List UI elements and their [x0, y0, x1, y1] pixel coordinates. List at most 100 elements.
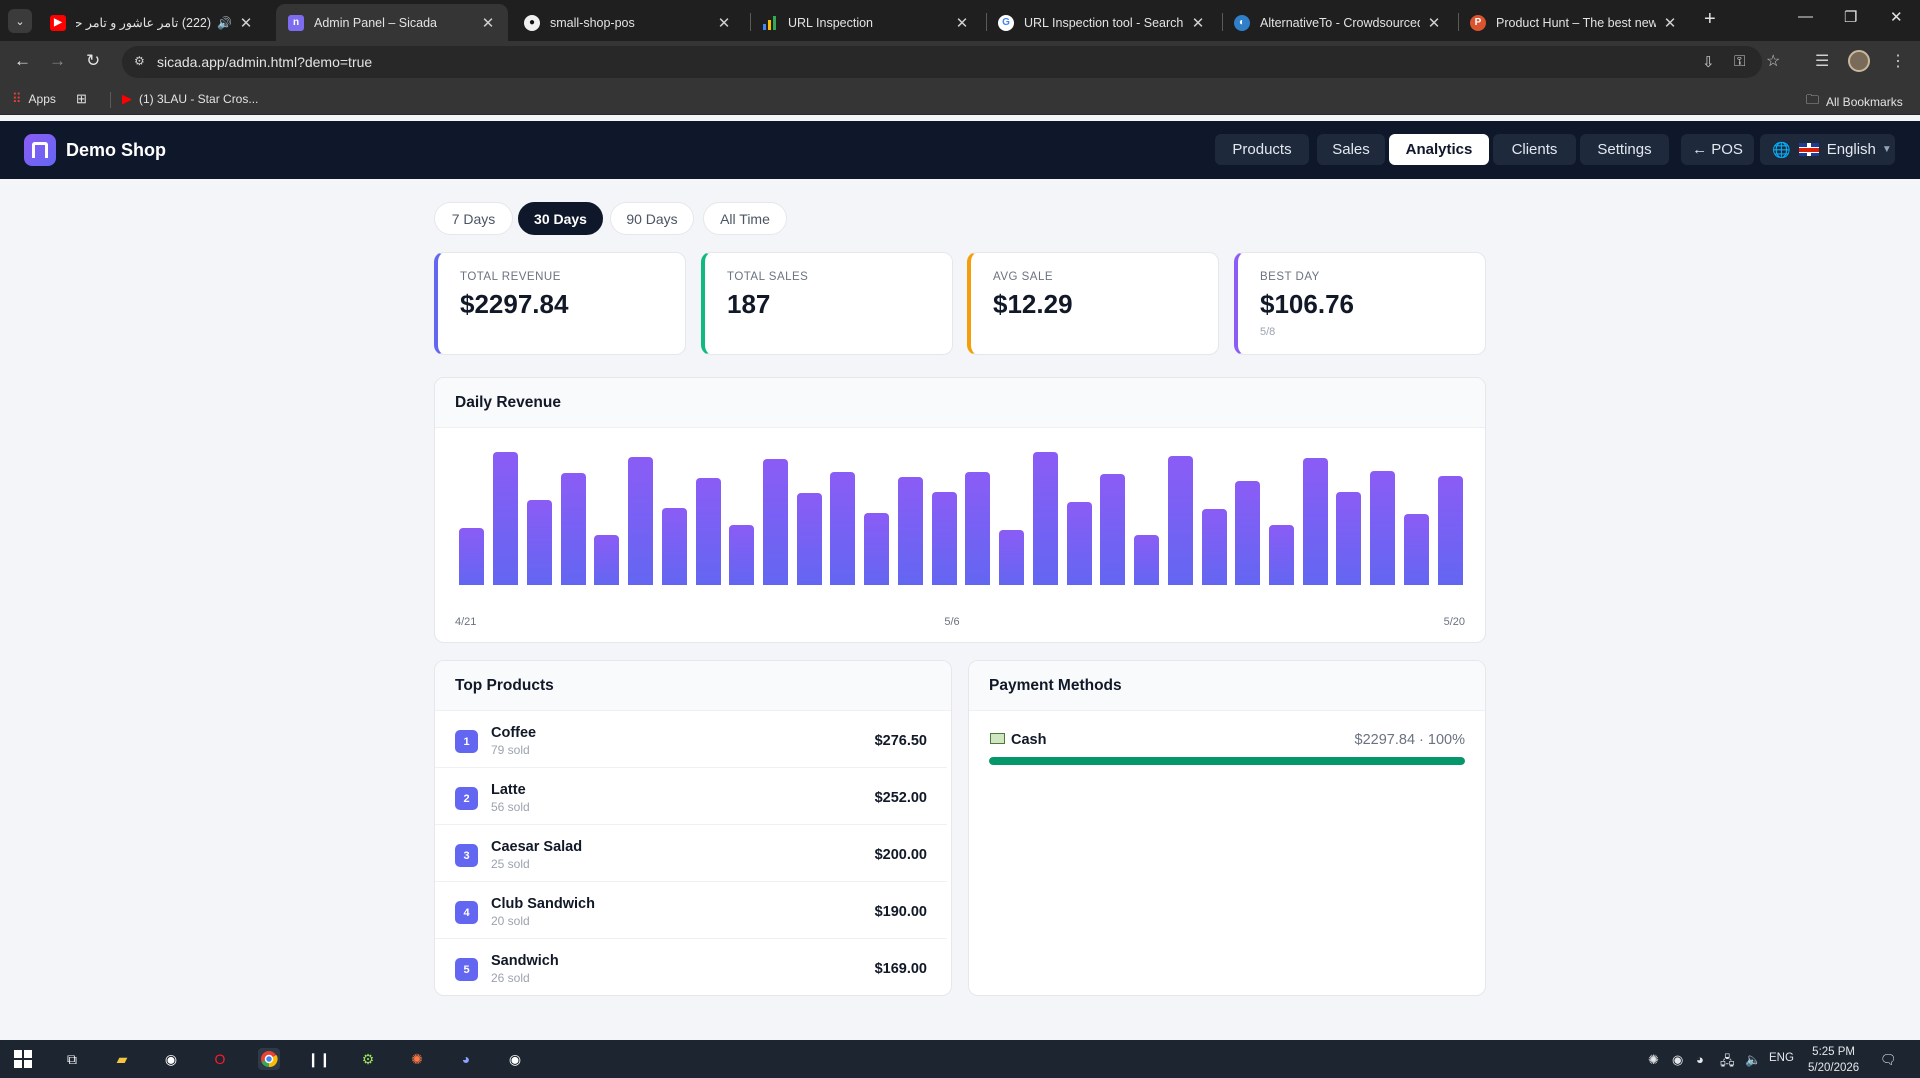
revenue-bar[interactable] [1201, 509, 1227, 585]
nav-analytics[interactable]: Analytics [1389, 134, 1489, 165]
address-bar[interactable]: ⚙ sicada.app/admin.html?demo=true ⇩ ⚿ [122, 46, 1762, 78]
browser-tab[interactable]: ● small-shop-pos ✕ [512, 4, 744, 41]
tab-close-icon[interactable]: ✕ [717, 14, 731, 32]
new-tab-icon[interactable]: + [1704, 8, 1716, 30]
revenue-bar[interactable] [594, 535, 620, 585]
revenue-bar[interactable] [459, 527, 485, 585]
avatar[interactable] [1848, 50, 1870, 72]
tab-close-icon[interactable]: ✕ [1191, 14, 1205, 32]
browser-tab[interactable]: G URL Inspection tool - Search Co ✕ [986, 4, 1218, 41]
discord-icon[interactable]: ◕ [461, 1051, 471, 1067]
range-30-days[interactable]: 30 Days [518, 202, 603, 235]
revenue-bar[interactable] [695, 478, 721, 585]
tab-close-icon[interactable]: ✕ [239, 14, 253, 32]
browser-tab-active[interactable]: n Admin Panel – Sicada ✕ [276, 4, 508, 41]
input-language[interactable]: ENG [1769, 1052, 1794, 1064]
revenue-bar[interactable] [999, 530, 1025, 585]
range-7-days[interactable]: 7 Days [434, 202, 513, 235]
steam-icon[interactable]: ◉ [164, 1050, 178, 1067]
product-amount: $190.00 [874, 904, 927, 920]
revenue-bar[interactable] [1403, 514, 1429, 585]
language-select[interactable]: 🌐 English ▼ [1760, 134, 1895, 165]
nav-clients[interactable]: Clients [1493, 134, 1576, 165]
revenue-bar[interactable] [796, 492, 822, 585]
speaker-icon[interactable]: 🔊 [217, 15, 232, 30]
install-app-icon[interactable]: ⇩ [1702, 54, 1715, 71]
file-explorer-icon[interactable]: ▰ [116, 1050, 128, 1067]
revenue-bar[interactable] [897, 476, 923, 585]
revenue-bar[interactable] [1167, 455, 1193, 585]
revenue-bar[interactable] [931, 491, 957, 585]
tray-claude-icon[interactable]: ✺ [1648, 1052, 1659, 1067]
steam-icon[interactable]: ◉ [508, 1050, 522, 1067]
revenue-bar[interactable] [1370, 470, 1396, 585]
bookmark-item[interactable]: ▶ (1) 3LAU - Star Cros... [122, 91, 258, 107]
tab-close-icon[interactable]: ✕ [955, 14, 969, 32]
password-key-icon[interactable]: ⚿ [1734, 53, 1746, 70]
restore-icon[interactable]: ❐ [1844, 9, 1858, 26]
bookmark-apps[interactable]: ⠿ Apps [12, 91, 56, 107]
revenue-bar[interactable] [830, 471, 856, 585]
revenue-bar[interactable] [864, 512, 890, 585]
app-bars-icon[interactable]: ❙❙ [307, 1050, 331, 1067]
network-icon[interactable]: 🖧 [1720, 1053, 1735, 1068]
minimize-icon[interactable]: — [1798, 8, 1813, 25]
site-info-icon[interactable]: ⚙ [134, 54, 145, 68]
claude-icon[interactable]: ✺ [411, 1050, 423, 1067]
tab-search-button[interactable]: ⌄ [8, 9, 32, 33]
revenue-bar[interactable] [1235, 480, 1261, 585]
revenue-bar[interactable] [965, 471, 991, 585]
system-clock[interactable]: 5:25 PM 5/20/2026 [1808, 1044, 1859, 1076]
task-view-icon[interactable]: ⧉ [67, 1050, 77, 1067]
close-window-icon[interactable]: ✕ [1890, 9, 1903, 26]
revenue-bar[interactable] [1100, 474, 1126, 585]
tab-close-icon[interactable]: ✕ [1427, 14, 1441, 32]
revenue-bar[interactable] [729, 525, 755, 585]
revenue-bar[interactable] [1437, 475, 1463, 585]
volume-icon[interactable]: 🔈 [1745, 1052, 1762, 1067]
tab-close-icon[interactable]: ✕ [1663, 14, 1677, 32]
revenue-bar[interactable] [1032, 451, 1058, 585]
browser-tab[interactable]: P Product Hunt – The best new p ✕ [1458, 4, 1690, 41]
range-all-time[interactable]: All Time [703, 202, 787, 235]
revenue-bar[interactable] [1336, 491, 1362, 585]
nav-settings[interactable]: Settings [1580, 134, 1669, 165]
revenue-bar[interactable] [661, 507, 687, 585]
forward-icon[interactable]: → [49, 51, 66, 70]
back-icon[interactable]: ← [14, 51, 31, 70]
revenue-bar[interactable] [762, 459, 788, 585]
reload-icon[interactable]: ↻ [86, 51, 101, 70]
chrome-icon[interactable] [258, 1048, 280, 1070]
revenue-bar[interactable] [1302, 458, 1328, 585]
grid-view-icon[interactable]: ⊞ [76, 91, 87, 106]
menu-dots-icon[interactable]: ⋮ [1890, 53, 1906, 70]
browser-tab[interactable]: ▶ (222) تامر عاشور و تامر حسني 🔊 ✕ [38, 4, 266, 41]
settings-gear-icon[interactable]: ⚙ [361, 1050, 375, 1067]
tab-close-icon[interactable]: ✕ [481, 14, 495, 32]
browser-tab[interactable]: URL Inspection ✕ [750, 4, 982, 41]
revenue-bar[interactable] [628, 456, 654, 585]
tab-groups-icon[interactable]: ☰ [1815, 53, 1830, 70]
revenue-bar[interactable] [1134, 535, 1160, 585]
revenue-bar[interactable] [1268, 525, 1294, 585]
bookmark-star-icon[interactable]: ☆ [1766, 53, 1781, 70]
tray-discord-icon[interactable]: ◕ [1696, 1052, 1704, 1067]
nav-sales[interactable]: Sales [1317, 134, 1385, 165]
all-bookmarks[interactable]: 🗀 All Bookmarks [1806, 91, 1903, 113]
windows-start-icon[interactable] [12, 1048, 34, 1070]
revenue-bar[interactable] [526, 500, 552, 585]
range-90-days[interactable]: 90 Days [610, 202, 694, 235]
tab-title: URL Inspection [788, 15, 873, 30]
url-text[interactable]: sicada.app/admin.html?demo=true [157, 54, 373, 70]
pos-button[interactable]: ← POS [1681, 134, 1754, 165]
notification-icon[interactable]: 🗨 [1880, 1052, 1897, 1067]
product-name: Sandwich [491, 953, 559, 969]
revenue-bar[interactable] [1066, 501, 1092, 585]
revenue-bar[interactable] [493, 451, 519, 585]
revenue-bar[interactable] [560, 473, 586, 585]
tray-steam-icon[interactable]: ◉ [1672, 1052, 1684, 1067]
browser-tab[interactable]: ◐ AlternativeTo - Crowdsourced s ✕ [1222, 4, 1454, 41]
github-icon: ● [524, 14, 540, 31]
opera-icon[interactable]: O [214, 1051, 226, 1067]
nav-products[interactable]: Products [1215, 134, 1309, 165]
